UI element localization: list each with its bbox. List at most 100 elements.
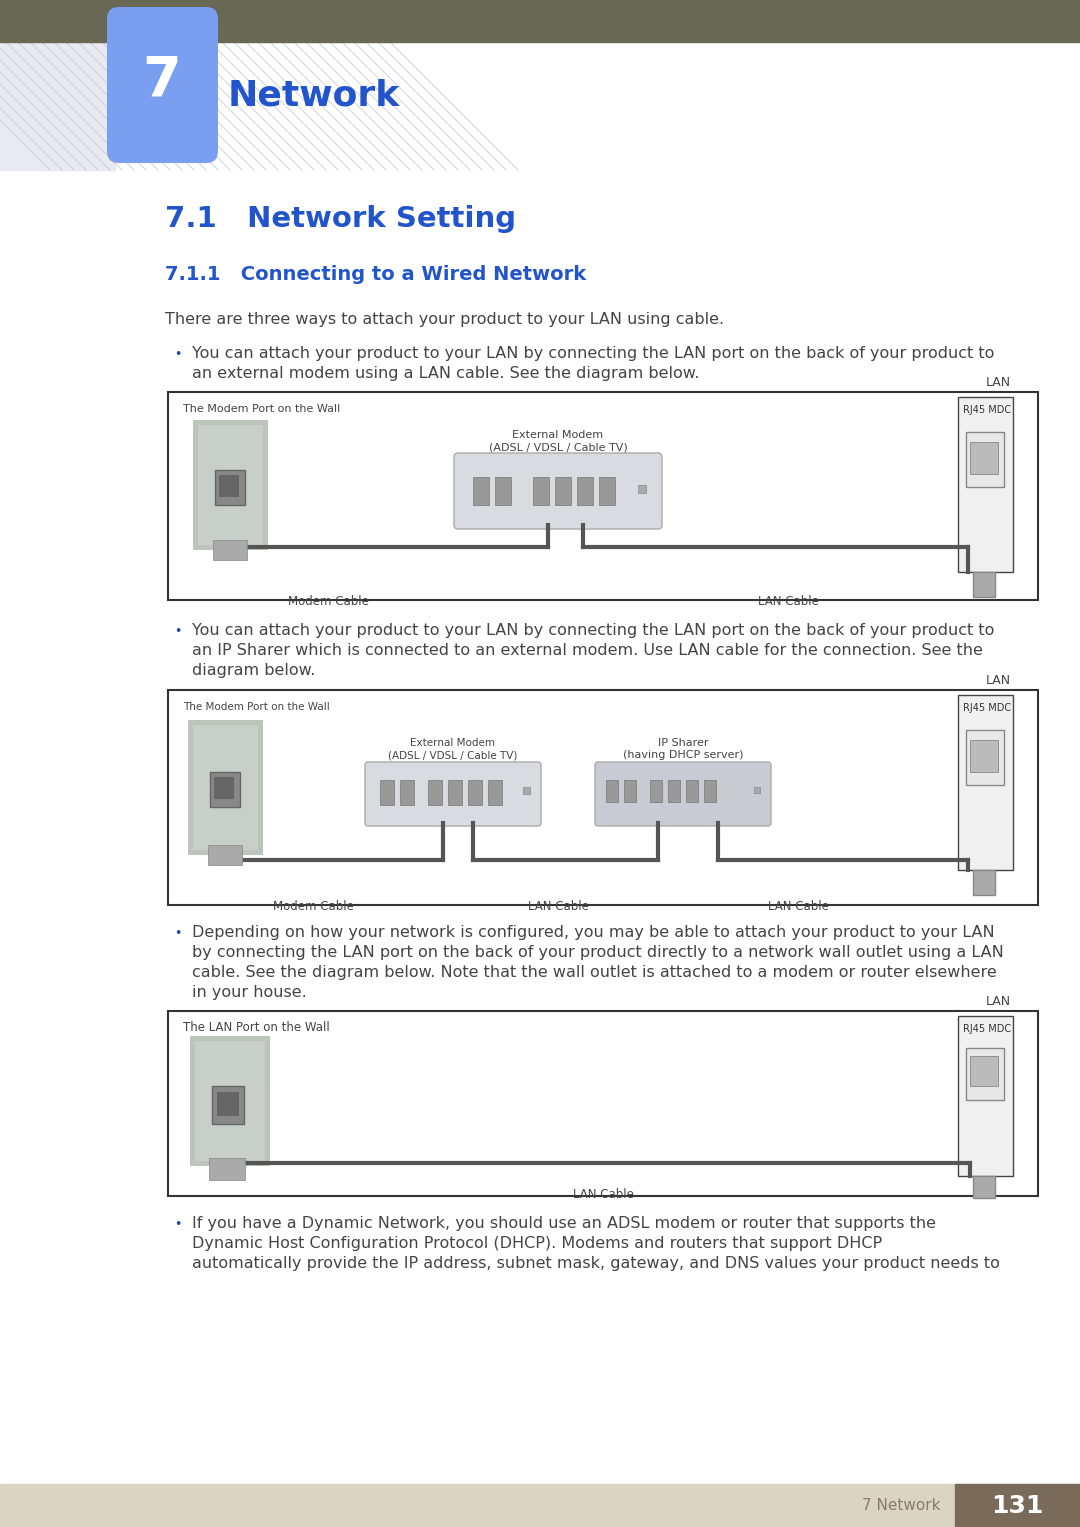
Bar (168, 392, 1038, 600)
Bar (973, 1176, 995, 1199)
FancyBboxPatch shape (454, 454, 662, 528)
Text: If you have a Dynamic Network, you should use an ADSL modem or router that suppo: If you have a Dynamic Network, you shoul… (192, 1215, 936, 1231)
Bar (217, 1092, 239, 1116)
Text: RJ45 MDC: RJ45 MDC (963, 1025, 1011, 1034)
Bar (958, 397, 1013, 573)
Bar (966, 432, 1004, 487)
Text: an external modem using a LAN cable. See the diagram below.: an external modem using a LAN cable. See… (192, 366, 700, 382)
Bar (214, 777, 234, 799)
Bar (577, 476, 593, 505)
Text: The LAN Port on the Wall: The LAN Port on the Wall (183, 1022, 329, 1034)
Text: IP Sharer
(having DHCP server): IP Sharer (having DHCP server) (623, 739, 743, 760)
Text: RJ45 MDC: RJ45 MDC (963, 702, 1011, 713)
Text: LAN: LAN (985, 996, 1011, 1008)
Bar (468, 780, 482, 805)
Text: LAN Cable: LAN Cable (527, 899, 589, 913)
Bar (198, 425, 264, 545)
Bar (473, 476, 489, 505)
Bar (188, 721, 264, 855)
Text: RJ45 MDC: RJ45 MDC (963, 405, 1011, 415)
Text: •: • (174, 625, 181, 638)
Bar (606, 780, 618, 802)
Text: You can attach your product to your LAN by connecting the LAN port on the back o: You can attach your product to your LAN … (192, 623, 995, 638)
Text: 7.1.1   Connecting to a Wired Network: 7.1.1 Connecting to a Wired Network (165, 266, 586, 284)
Bar (212, 1086, 244, 1124)
Bar (213, 541, 247, 560)
Text: 7.1   Network Setting: 7.1 Network Setting (165, 205, 516, 234)
Bar (400, 780, 414, 805)
Text: cable. See the diagram below. Note that the wall outlet is attached to a modem o: cable. See the diagram below. Note that … (192, 965, 997, 980)
Bar (599, 476, 615, 505)
Bar (523, 786, 530, 794)
Bar (970, 741, 998, 773)
Bar (219, 475, 239, 496)
Bar (650, 780, 662, 802)
Bar (488, 780, 502, 805)
Bar (686, 780, 698, 802)
Bar (210, 1157, 245, 1180)
Bar (704, 780, 716, 802)
Bar (624, 780, 636, 802)
Bar (754, 786, 760, 793)
Bar (193, 725, 258, 851)
Bar (966, 1048, 1004, 1099)
Bar (193, 420, 268, 550)
Bar (208, 844, 242, 864)
Text: You can attach your product to your LAN by connecting the LAN port on the back o: You can attach your product to your LAN … (192, 347, 995, 360)
Bar (168, 1011, 1038, 1196)
Text: LAN: LAN (985, 376, 1011, 389)
Text: •: • (174, 927, 181, 941)
Text: LAN: LAN (985, 673, 1011, 687)
Text: LAN Cable: LAN Cable (768, 899, 828, 913)
Bar (428, 780, 442, 805)
Bar (973, 870, 995, 895)
Bar (210, 773, 240, 806)
Text: •: • (174, 1219, 181, 1231)
Bar (958, 1015, 1013, 1176)
Text: Dynamic Host Configuration Protocol (DHCP). Modems and routers that support DHCP: Dynamic Host Configuration Protocol (DHC… (192, 1235, 882, 1251)
Bar (966, 730, 1004, 785)
Text: in your house.: in your house. (192, 985, 307, 1000)
Text: 131: 131 (990, 1493, 1043, 1518)
Bar (190, 1035, 270, 1167)
Text: 7 Network: 7 Network (862, 1498, 940, 1513)
Bar (970, 1057, 998, 1086)
Bar (638, 486, 646, 493)
Text: External Modem
(ADSL / VDSL / Cable TV): External Modem (ADSL / VDSL / Cable TV) (389, 739, 517, 760)
Text: automatically provide the IP address, subnet mask, gateway, and DNS values your : automatically provide the IP address, su… (192, 1257, 1000, 1270)
Bar (669, 780, 680, 802)
Bar (970, 441, 998, 473)
Text: by connecting the LAN port on the back of your product directly to a network wal: by connecting the LAN port on the back o… (192, 945, 1003, 960)
Bar (973, 573, 995, 597)
Bar (0, 0, 114, 169)
Text: •: • (174, 348, 181, 360)
Bar (0, 0, 114, 169)
Text: Network: Network (228, 78, 401, 111)
Bar (0, 0, 1080, 43)
Text: There are three ways to attach your product to your LAN using cable.: There are three ways to attach your prod… (165, 312, 724, 327)
Bar (955, 1484, 1080, 1527)
Text: Depending on how your network is configured, you may be able to attach your prod: Depending on how your network is configu… (192, 925, 995, 941)
Text: The Modem Port on the Wall: The Modem Port on the Wall (183, 702, 329, 712)
FancyBboxPatch shape (365, 762, 541, 826)
Text: Modem Cable: Modem Cable (287, 596, 368, 608)
FancyBboxPatch shape (107, 8, 218, 163)
Text: External Modem
(ADSL / VDSL / Cable TV): External Modem (ADSL / VDSL / Cable TV) (488, 431, 627, 452)
Text: 7: 7 (143, 53, 181, 107)
Bar (448, 780, 462, 805)
Text: LAN Cable: LAN Cable (757, 596, 819, 608)
Bar (380, 780, 394, 805)
Text: diagram below.: diagram below. (192, 663, 315, 678)
Text: Modem Cable: Modem Cable (272, 899, 353, 913)
FancyBboxPatch shape (595, 762, 771, 826)
Text: The Modem Port on the Wall: The Modem Port on the Wall (183, 405, 340, 414)
Bar (555, 476, 571, 505)
Bar (0, 0, 1080, 169)
Bar (195, 1041, 265, 1161)
Bar (215, 470, 245, 505)
Text: LAN Cable: LAN Cable (572, 1188, 634, 1202)
Bar (0, 1484, 1080, 1527)
Bar (958, 695, 1013, 870)
Bar (495, 476, 511, 505)
Bar (534, 476, 549, 505)
